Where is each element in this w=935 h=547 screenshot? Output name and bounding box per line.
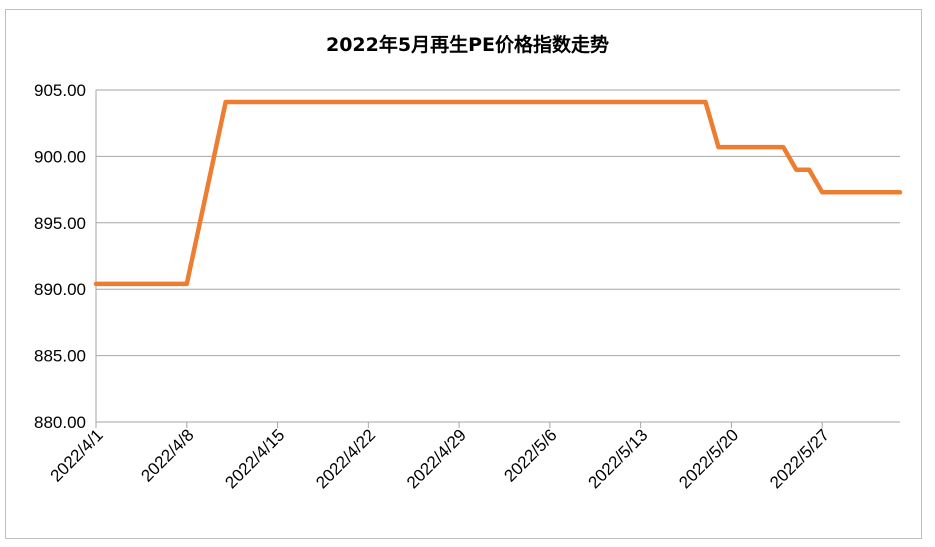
- y-tick-label: 900.00: [34, 147, 86, 166]
- x-tick-label: 2022/4/8: [137, 425, 197, 485]
- x-tick-label: 2022/5/27: [766, 425, 833, 492]
- x-tick-label: 2022/4/15: [221, 425, 288, 492]
- x-tick-label: 2022/4/1: [47, 425, 107, 485]
- y-tick-label: 885.00: [34, 347, 86, 366]
- chart-frame: [5, 9, 922, 539]
- y-tick-label: 880.00: [34, 413, 86, 432]
- y-tick-label: 895.00: [34, 214, 86, 233]
- x-tick-label: 2022/4/29: [403, 425, 470, 492]
- y-tick-label: 890.00: [34, 280, 86, 299]
- x-tick-label: 2022/5/6: [500, 425, 560, 485]
- x-tick-label: 2022/4/22: [312, 425, 379, 492]
- x-tick-label: 2022/5/20: [675, 425, 742, 492]
- series-line: [93, 99, 903, 287]
- chart-title: 2022年5月再生PE价格指数走势: [325, 34, 609, 56]
- x-tick-label: 2022/5/13: [585, 425, 652, 492]
- y-tick-label: 905.00: [34, 81, 86, 100]
